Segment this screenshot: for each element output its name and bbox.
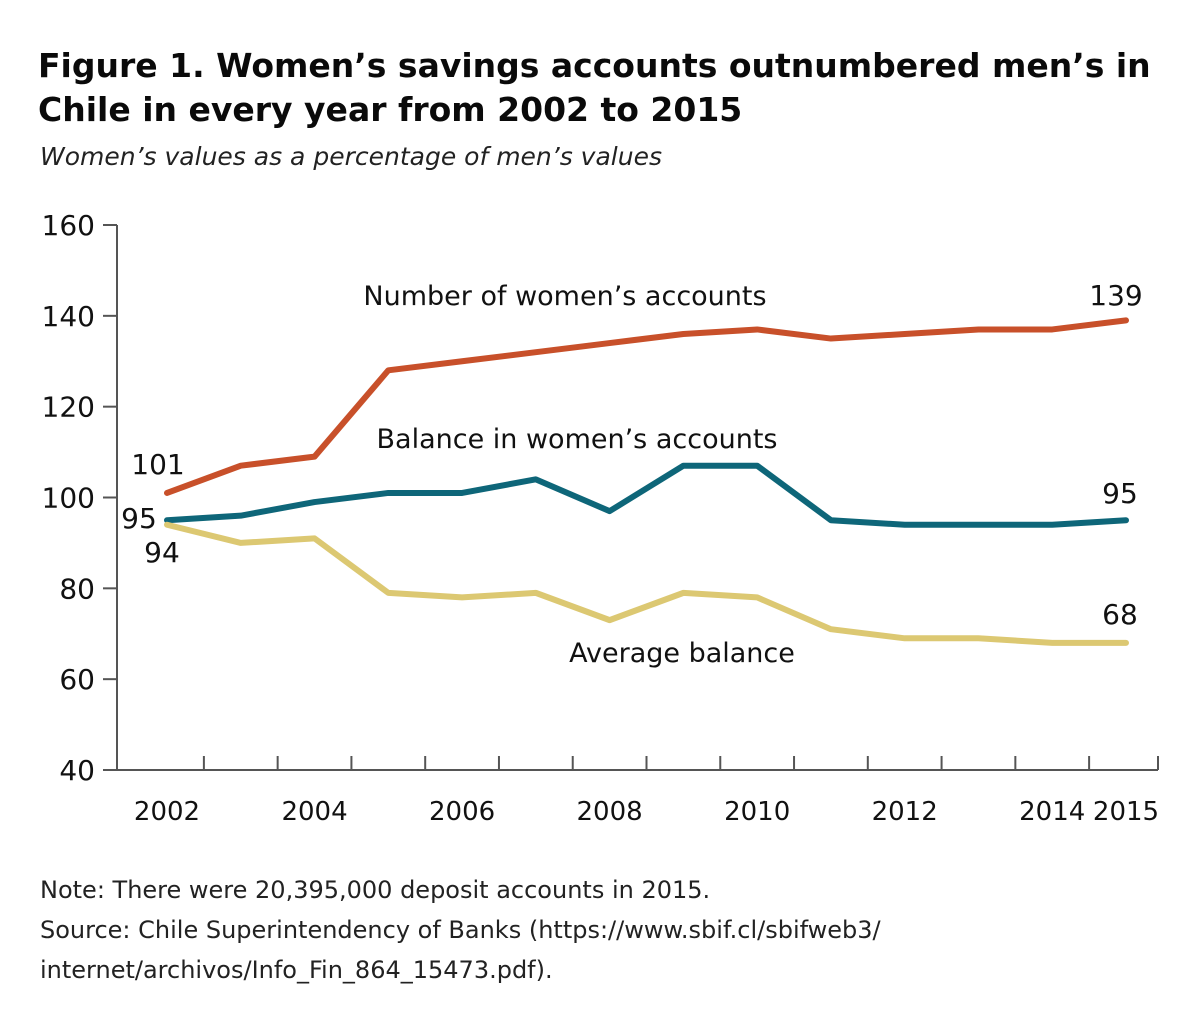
chart-notes: Note: There were 20,395,000 deposit acco… — [40, 870, 1170, 990]
chart-series-lines — [164, 317, 1129, 646]
series-start-value-label: 95 — [121, 502, 157, 535]
chart-title: Figure 1. Women’s savings accounts outnu… — [38, 46, 1151, 129]
note-text: Note: There were 20,395,000 deposit acco… — [40, 876, 711, 904]
series-end-value-label: 139 — [1089, 279, 1142, 312]
x-tick-label: 2004 — [281, 797, 347, 827]
series-start-value-label: 101 — [131, 448, 184, 481]
source-text-line2: internet/archivos/Info_Fin_864_15473.pdf… — [40, 956, 553, 984]
chart-axes: 40 60 80 100 120 140 160 2002 2004 2006 2008 2010 20… — [42, 209, 1160, 827]
series-end-value-label: 68 — [1102, 598, 1138, 631]
series-end-value-label: 95 — [1102, 477, 1138, 510]
line-chart: 40 60 80 100 120 140 160 2002 2004 2006 2008 2010 20… — [42, 209, 1160, 827]
series-line — [164, 521, 1129, 646]
y-tick-label: 60 — [59, 663, 95, 696]
series-name-label: Average balance — [569, 638, 795, 669]
chart-labels: Number of women’s accounts Balance in wom… — [121, 279, 1143, 669]
x-tick-label: 2012 — [872, 797, 938, 827]
x-tick-label: 2015 — [1093, 797, 1159, 827]
y-tick-label: 140 — [42, 300, 95, 333]
series-line — [164, 462, 1129, 528]
x-tick-label: 2010 — [724, 797, 790, 827]
x-tick-label: 2014 — [1019, 797, 1085, 827]
x-tick-label: 2002 — [134, 797, 200, 827]
series-name-label: Number of women’s accounts — [363, 281, 766, 312]
source-text-line1: Source: Chile Superintendency of Banks (… — [40, 916, 881, 944]
y-tick-label: 80 — [59, 572, 95, 605]
x-tick-label: 2008 — [577, 797, 643, 827]
y-tick-label: 40 — [59, 754, 95, 787]
series-line — [164, 317, 1129, 496]
chart-subtitle: Women’s values as a percentage of men’s … — [40, 142, 662, 171]
x-tick-label: 2006 — [429, 797, 495, 827]
y-tick-label: 160 — [42, 209, 95, 242]
y-tick-label: 100 — [42, 482, 95, 515]
series-start-value-label: 94 — [144, 536, 180, 569]
series-name-label: Balance in women’s accounts — [377, 424, 778, 455]
y-tick-label: 120 — [42, 391, 95, 424]
